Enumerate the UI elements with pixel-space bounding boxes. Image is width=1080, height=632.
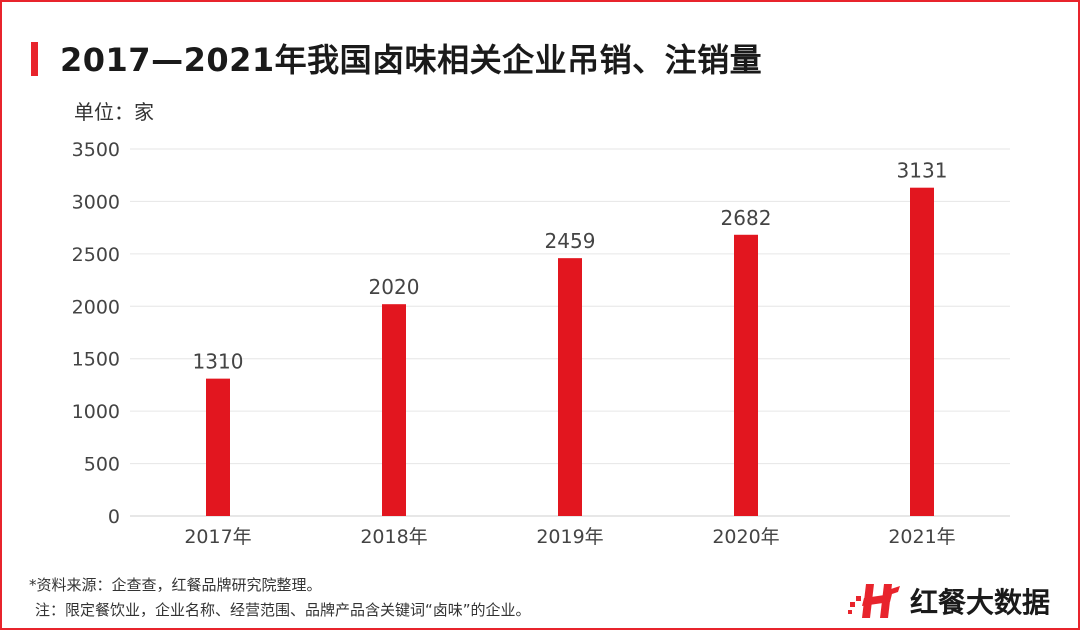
data-label: 1310 [193,350,244,374]
brand-logo: 红餐大数据 [848,580,1050,622]
y-tick-label: 3500 [72,139,120,161]
footnote: 注：限定餐饮业，企业名称、经营范围、品牌产品含关键词“卤味”的企业。 [35,601,531,619]
y-tick-label: 3000 [72,191,120,213]
x-tick-label: 2020年 [712,526,779,548]
bar [734,234,758,517]
unit-label: 单位：家 [74,100,154,124]
bar [382,304,406,516]
data-label: 2459 [545,229,596,253]
data-label: 3131 [897,159,948,183]
data-label: 2682 [721,206,772,230]
bar [910,187,934,516]
title-accent-bar [31,42,38,76]
brand-name: 红餐大数据 [910,586,1051,619]
source-note: *资料来源：企查查，红餐品牌研究院整理。 [29,576,322,594]
chart-title: 2017—2021年我国卤味相关企业吊销、注销量 [60,41,763,79]
y-tick-label: 0 [108,506,120,528]
bar [558,258,582,516]
y-tick-label: 2000 [72,296,120,318]
data-label: 2020 [369,275,420,299]
hongcan-h-logo-icon [848,584,900,618]
y-tick-label: 2500 [72,244,120,266]
y-tick-label: 1000 [72,401,120,423]
y-tick-label: 1500 [72,349,120,371]
x-tick-label: 2018年 [360,526,427,548]
bar [206,378,230,516]
x-tick-label: 2019年 [536,526,603,548]
x-tick-label: 2017年 [184,526,251,548]
x-tick-label: 2021年 [888,526,955,548]
y-tick-label: 500 [84,454,120,476]
